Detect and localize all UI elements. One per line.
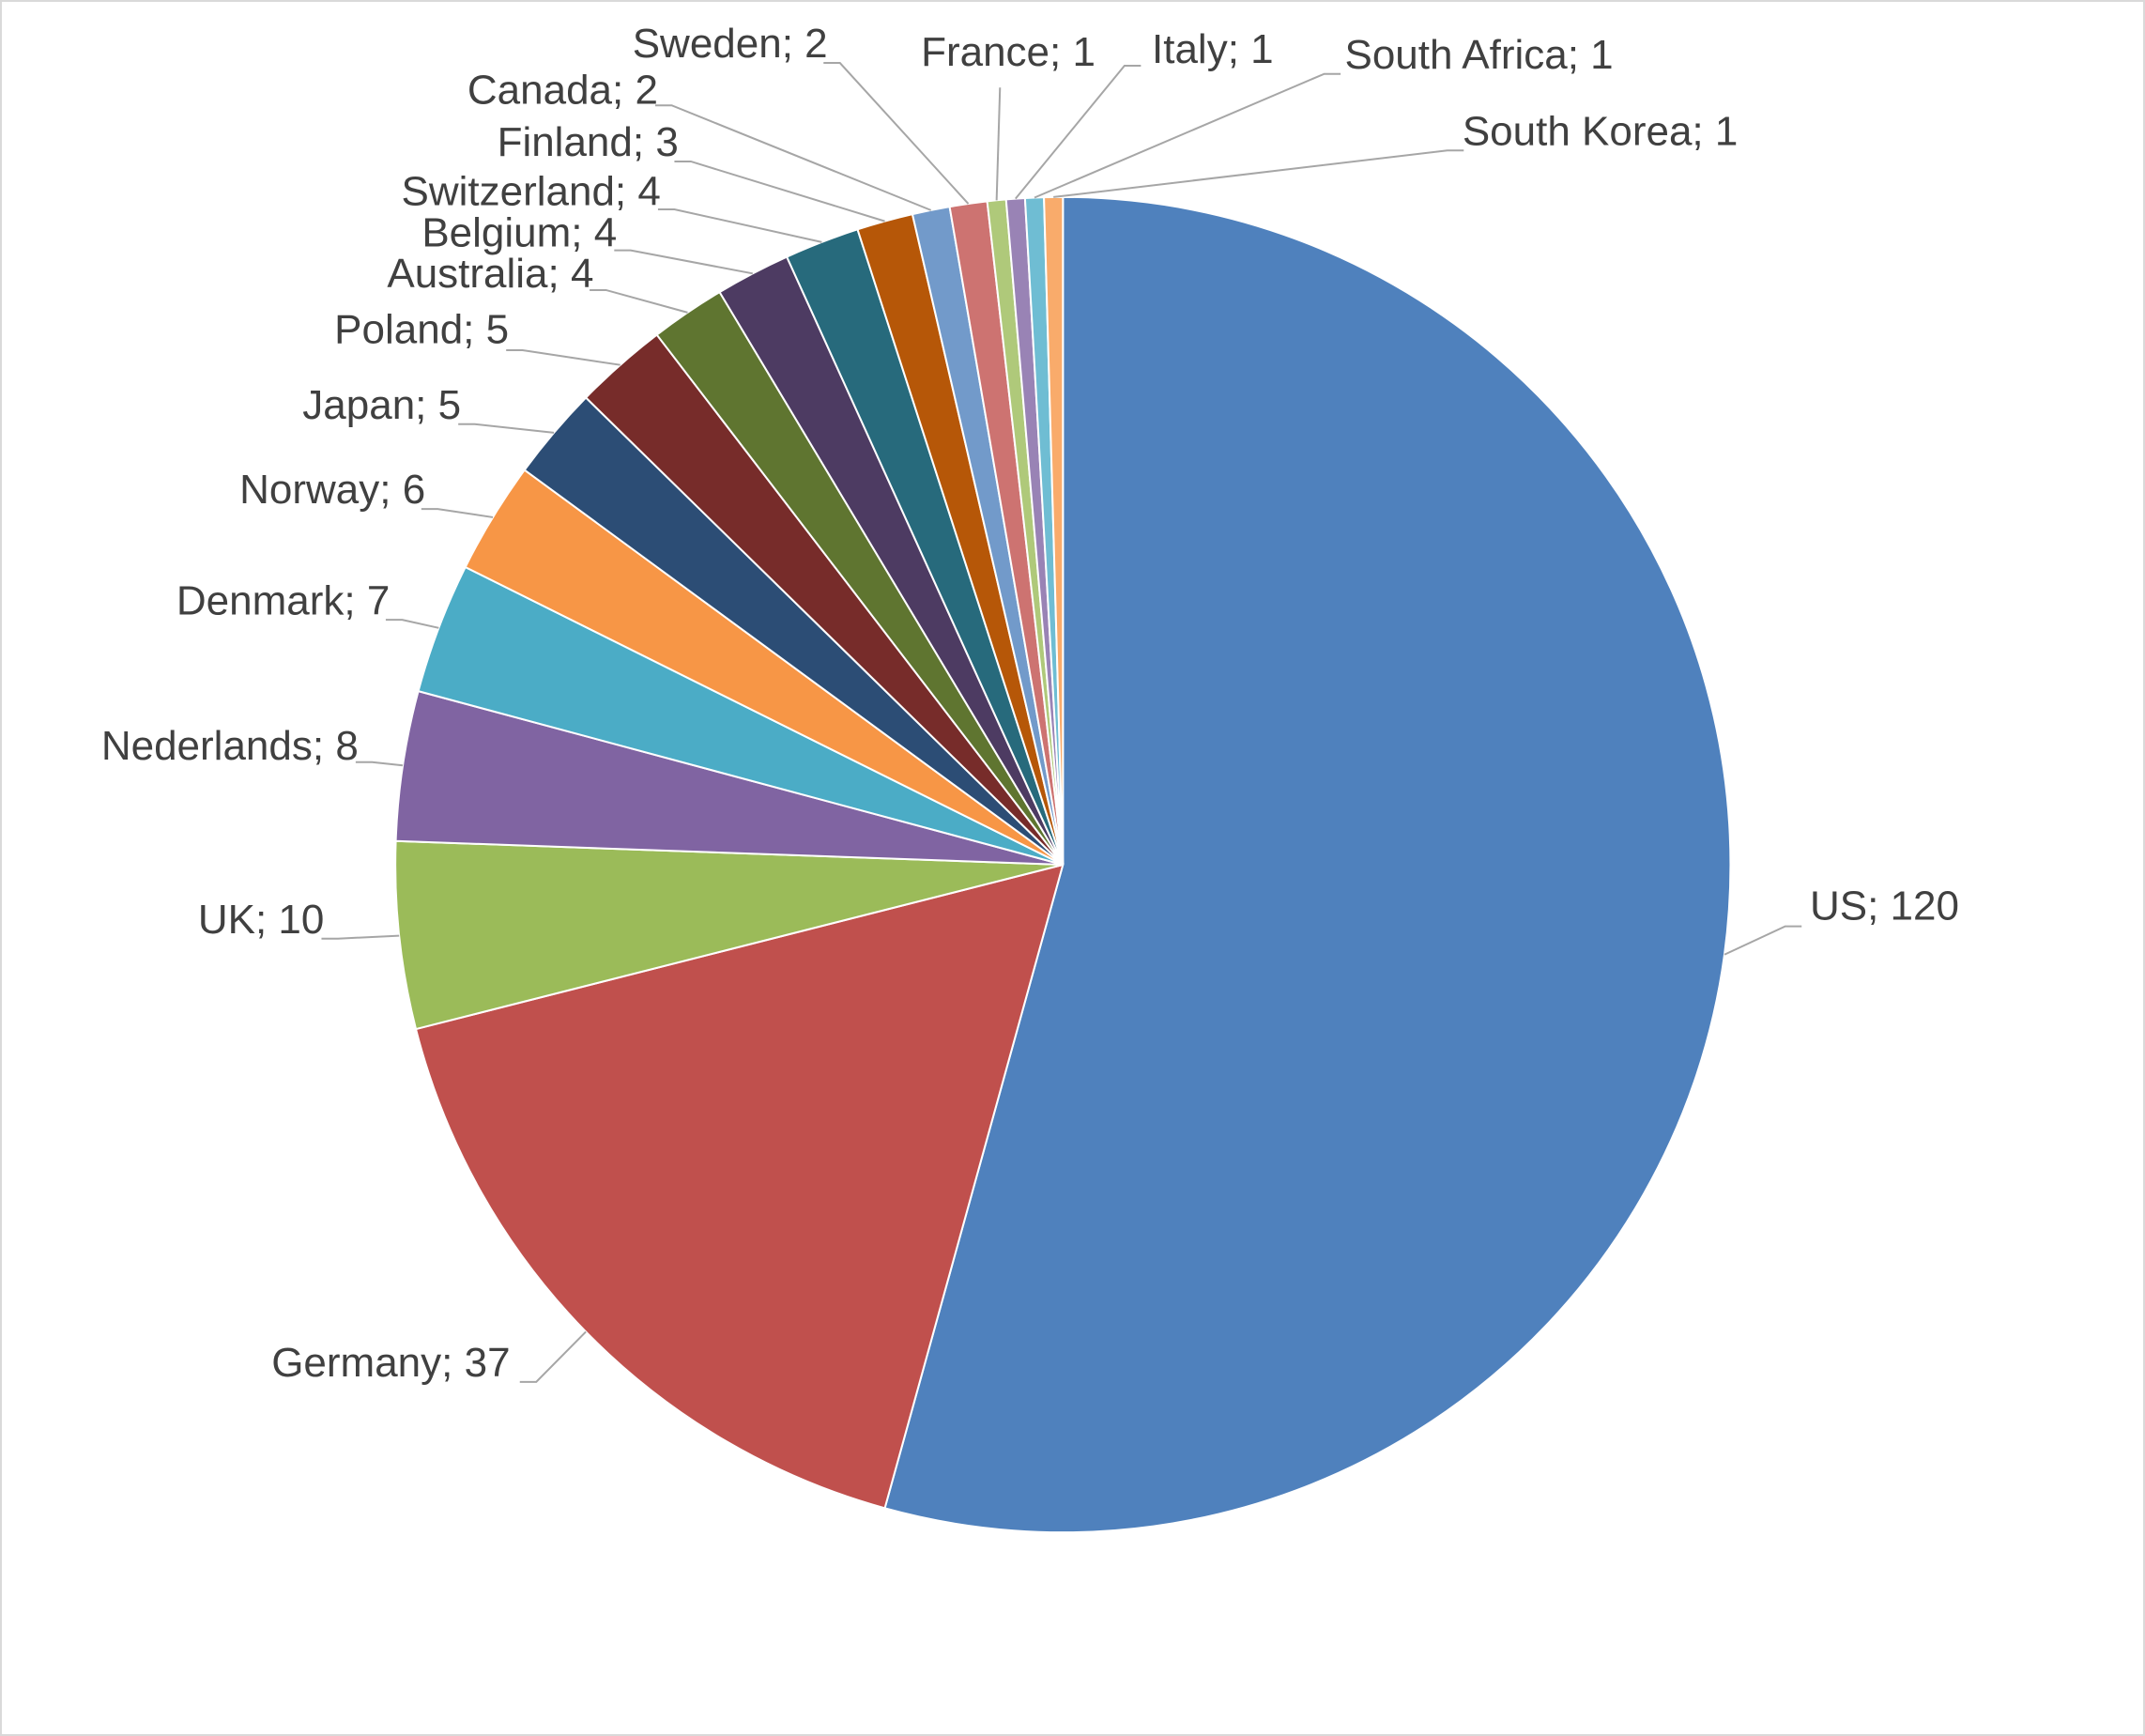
leader-line	[995, 87, 1002, 201]
data-label: South Korea; 1	[1463, 108, 1739, 154]
data-label: Belgium; 4	[421, 209, 617, 255]
leader-line	[614, 249, 753, 275]
leader-line	[590, 288, 688, 314]
data-label: Switzerland; 4	[402, 169, 661, 215]
data-label: Poland; 5	[334, 307, 509, 353]
leader-line	[674, 160, 885, 223]
data-label: Australia; 4	[387, 251, 593, 297]
leader-line	[1724, 925, 1802, 956]
data-label: Canada; 2	[467, 68, 658, 114]
leader-line	[1053, 149, 1464, 198]
leader-line	[321, 934, 400, 940]
pie-slice	[1043, 195, 1065, 866]
leader-line	[1015, 64, 1141, 200]
data-label: US; 120	[1810, 883, 1959, 929]
leader-line	[655, 104, 932, 211]
leader-line	[506, 349, 621, 366]
leader-line	[458, 422, 555, 434]
data-label: Germany; 37	[271, 1340, 510, 1386]
leader-line	[1034, 72, 1341, 199]
leader-line	[355, 760, 404, 767]
data-label: Finland; 3	[498, 119, 679, 165]
leader-line	[823, 62, 970, 205]
data-label: Sweden; 2	[633, 21, 828, 67]
data-label: South Africa; 1	[1344, 32, 1613, 78]
leader-line	[385, 619, 439, 629]
leader-line	[519, 1330, 587, 1383]
data-label: Japan; 5	[302, 382, 461, 428]
leader-line	[657, 207, 822, 243]
data-label: Norway; 6	[239, 467, 425, 513]
data-label: France; 1	[921, 29, 1095, 75]
data-label: Italy; 1	[1152, 26, 1274, 72]
leader-line	[421, 508, 494, 518]
data-label: Denmark; 7	[176, 577, 390, 623]
data-label: Nederlands; 8	[101, 723, 359, 769]
data-label: UK; 10	[198, 897, 325, 943]
pie-slice	[414, 863, 1065, 1510]
